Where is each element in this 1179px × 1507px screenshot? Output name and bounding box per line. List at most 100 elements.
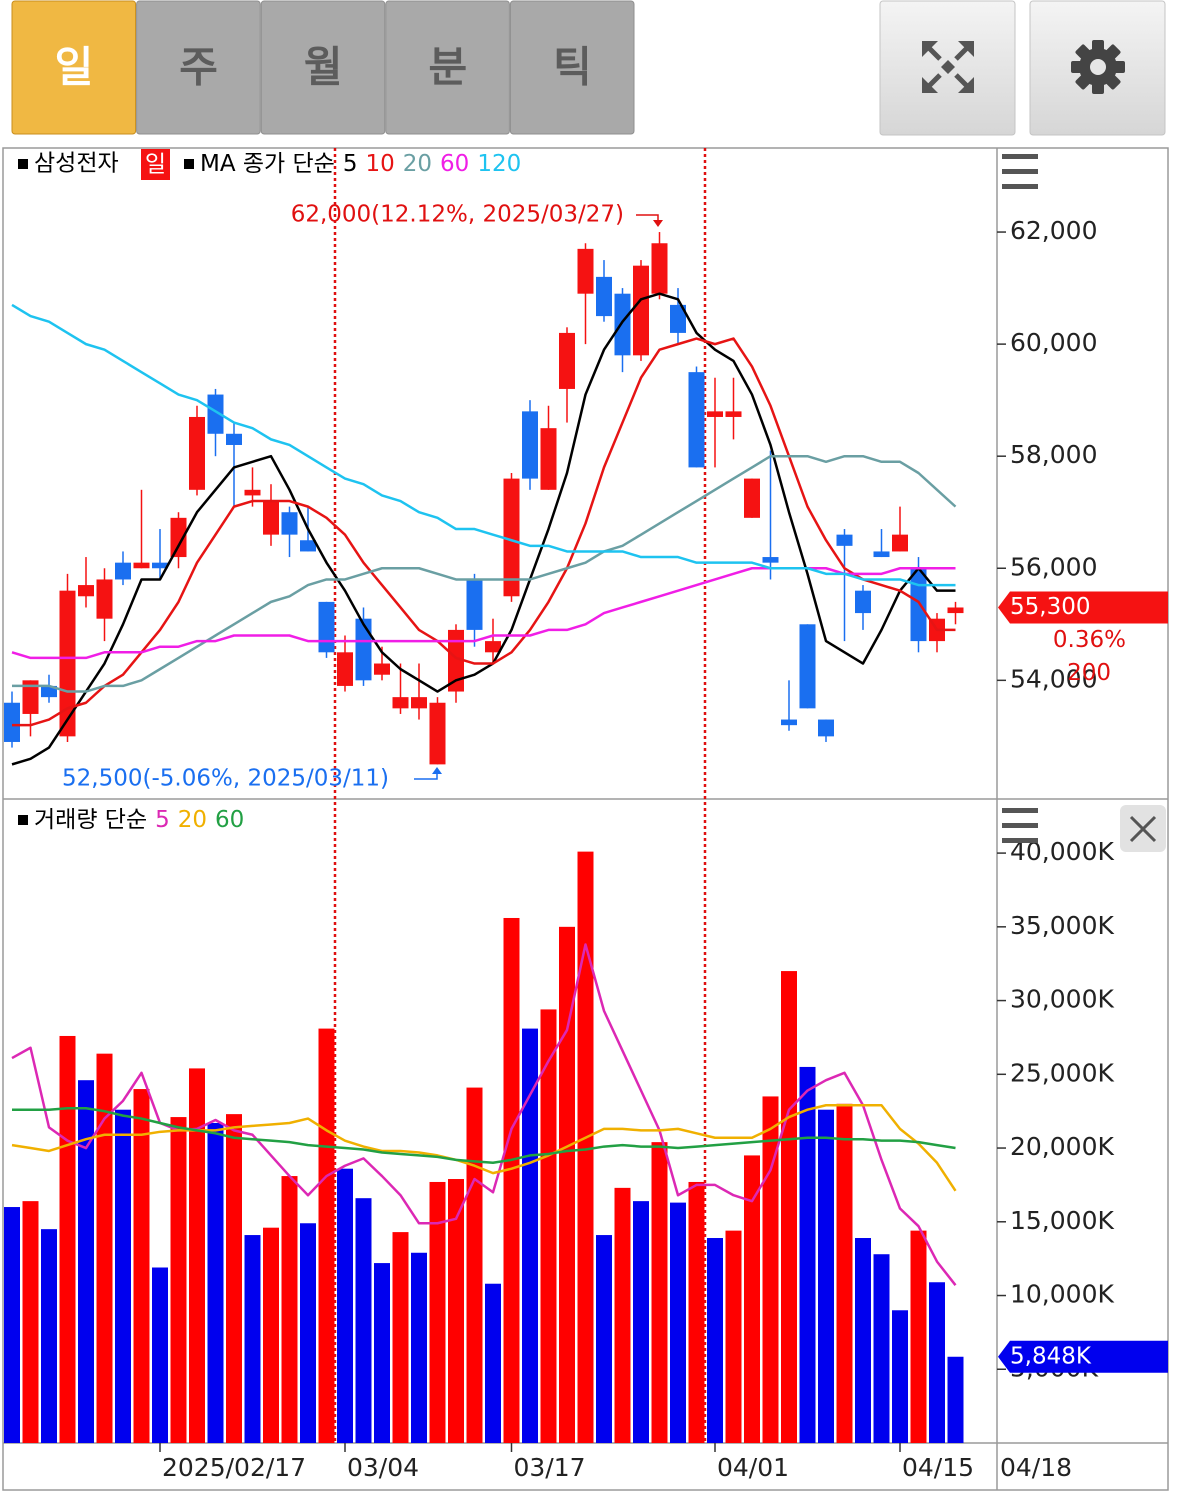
- tab-bg: [385, 0, 510, 135]
- change: 200: [1067, 660, 1111, 686]
- volume-bar: [4, 1207, 20, 1443]
- volume-bar: [152, 1267, 168, 1443]
- ma-line: [11, 943, 957, 1286]
- tab-bg: [11, 0, 137, 135]
- period-tab[interactable]: 분: [385, 0, 510, 135]
- volume-bar: [503, 917, 520, 1443]
- candle-body: [485, 641, 501, 653]
- gear-icon: [1071, 40, 1125, 94]
- candle-body: [392, 697, 409, 709]
- candle-body: [22, 680, 39, 714]
- candle-body: [725, 411, 742, 417]
- volume-bar: [485, 1283, 501, 1443]
- candle-body: [78, 585, 94, 597]
- candle-body: [818, 719, 834, 737]
- candle-body: [152, 562, 168, 569]
- tab-label: 월: [304, 43, 343, 92]
- ma-line: [12, 337, 956, 727]
- volume-bar: [263, 1227, 279, 1443]
- candle-body: [244, 489, 261, 496]
- volume-menu-icon[interactable]: [1002, 808, 1038, 843]
- volume-badge: [998, 1340, 1168, 1373]
- candle-body: [633, 265, 649, 356]
- candle-body: [207, 394, 224, 434]
- fullscreen-button[interactable]: [879, 0, 1016, 136]
- volume-bar: [633, 1201, 649, 1443]
- volume-bar: [781, 971, 797, 1443]
- legend-item: 20: [403, 151, 432, 177]
- candle-body: [170, 517, 187, 558]
- legend-item: 120: [477, 151, 521, 177]
- volume-bar: [226, 1114, 242, 1443]
- volume-bar: [96, 1053, 113, 1443]
- min-annotation: 52,500(-5.06%, 2025/03/11): [62, 766, 389, 792]
- volume-bar: [707, 1238, 723, 1443]
- period-badge: 일: [145, 152, 166, 178]
- period-badge-bg: [141, 149, 170, 180]
- volume-bar: [41, 1229, 57, 1443]
- candle-body: [337, 652, 353, 686]
- candle-body: [503, 478, 520, 597]
- period-tab[interactable]: 일: [11, 0, 137, 135]
- volume-bar: [170, 1117, 187, 1443]
- volume-bar: [281, 1176, 298, 1443]
- legend-item: 5: [155, 807, 170, 833]
- volume-bar: [429, 1181, 446, 1443]
- candle-body: [855, 590, 871, 614]
- period-tab[interactable]: 틱: [509, 0, 635, 135]
- tab-label: 틱: [553, 43, 592, 92]
- volume-bar: [670, 1202, 686, 1443]
- candle-body: [226, 433, 242, 445]
- volume-bar: [855, 1238, 871, 1443]
- volume-bar: [762, 1096, 779, 1443]
- volume-bar: [411, 1252, 427, 1443]
- price-menu-icon[interactable]: [1002, 154, 1038, 189]
- candle-body: [540, 428, 557, 490]
- tab-bg: [136, 0, 261, 135]
- volume-bar: [392, 1232, 409, 1443]
- volume-bar: [818, 1109, 834, 1443]
- candle-body: [577, 248, 594, 294]
- candle-body: [836, 534, 853, 546]
- volume-bar: [133, 1089, 150, 1443]
- x-tick-label: 2025/02/17: [162, 1453, 306, 1482]
- candle-body: [614, 293, 631, 356]
- volume-bar: [651, 1142, 668, 1443]
- period-tab[interactable]: 월: [260, 0, 386, 135]
- close-volume-button[interactable]: [1120, 805, 1166, 852]
- x-tick-label: 04/15: [902, 1453, 974, 1482]
- volume-bar: [688, 1181, 705, 1443]
- candle-body: [781, 719, 797, 726]
- legend-item: 20: [178, 807, 207, 833]
- legend-square: [18, 159, 28, 169]
- volume-bar: [540, 1009, 557, 1443]
- volume-bar: [559, 926, 575, 1443]
- volume-bar: [374, 1263, 390, 1443]
- legend-title: 삼성전자: [34, 151, 119, 177]
- candle-body: [466, 579, 483, 630]
- volume-bar: [596, 1235, 612, 1443]
- volume-bar: [522, 1028, 538, 1443]
- y-tick-label: 60,000: [1010, 328, 1097, 357]
- candle-body: [762, 557, 779, 563]
- legend-item: 60: [215, 807, 244, 833]
- plot-area: 62,000 60,000 58,000 56,000 54,000 삼성전자 일 MA 종가…: [4, 149, 1114, 1482]
- volume-bar: [337, 1168, 353, 1443]
- legend: MA 종가 단순 5 10 20 60 120: [200, 151, 521, 177]
- close-icon: [1129, 815, 1157, 843]
- y-tick-label: 10,000K: [1010, 1280, 1114, 1309]
- y-tick-label: 20,000K: [1010, 1132, 1114, 1161]
- x-tick-label: 04/01: [717, 1453, 789, 1482]
- period-tab[interactable]: 주: [136, 0, 261, 135]
- candle-body: [59, 590, 76, 737]
- candle-body: [411, 697, 427, 709]
- volume-bar: [22, 1201, 39, 1443]
- candle-body: [799, 624, 816, 709]
- candle-body: [688, 372, 705, 468]
- tab-label: 주: [179, 43, 218, 92]
- volume-bar: [448, 1179, 464, 1443]
- candle-body: [133, 562, 150, 569]
- settings-button[interactable]: [1029, 0, 1166, 136]
- price-badge: [998, 591, 1168, 624]
